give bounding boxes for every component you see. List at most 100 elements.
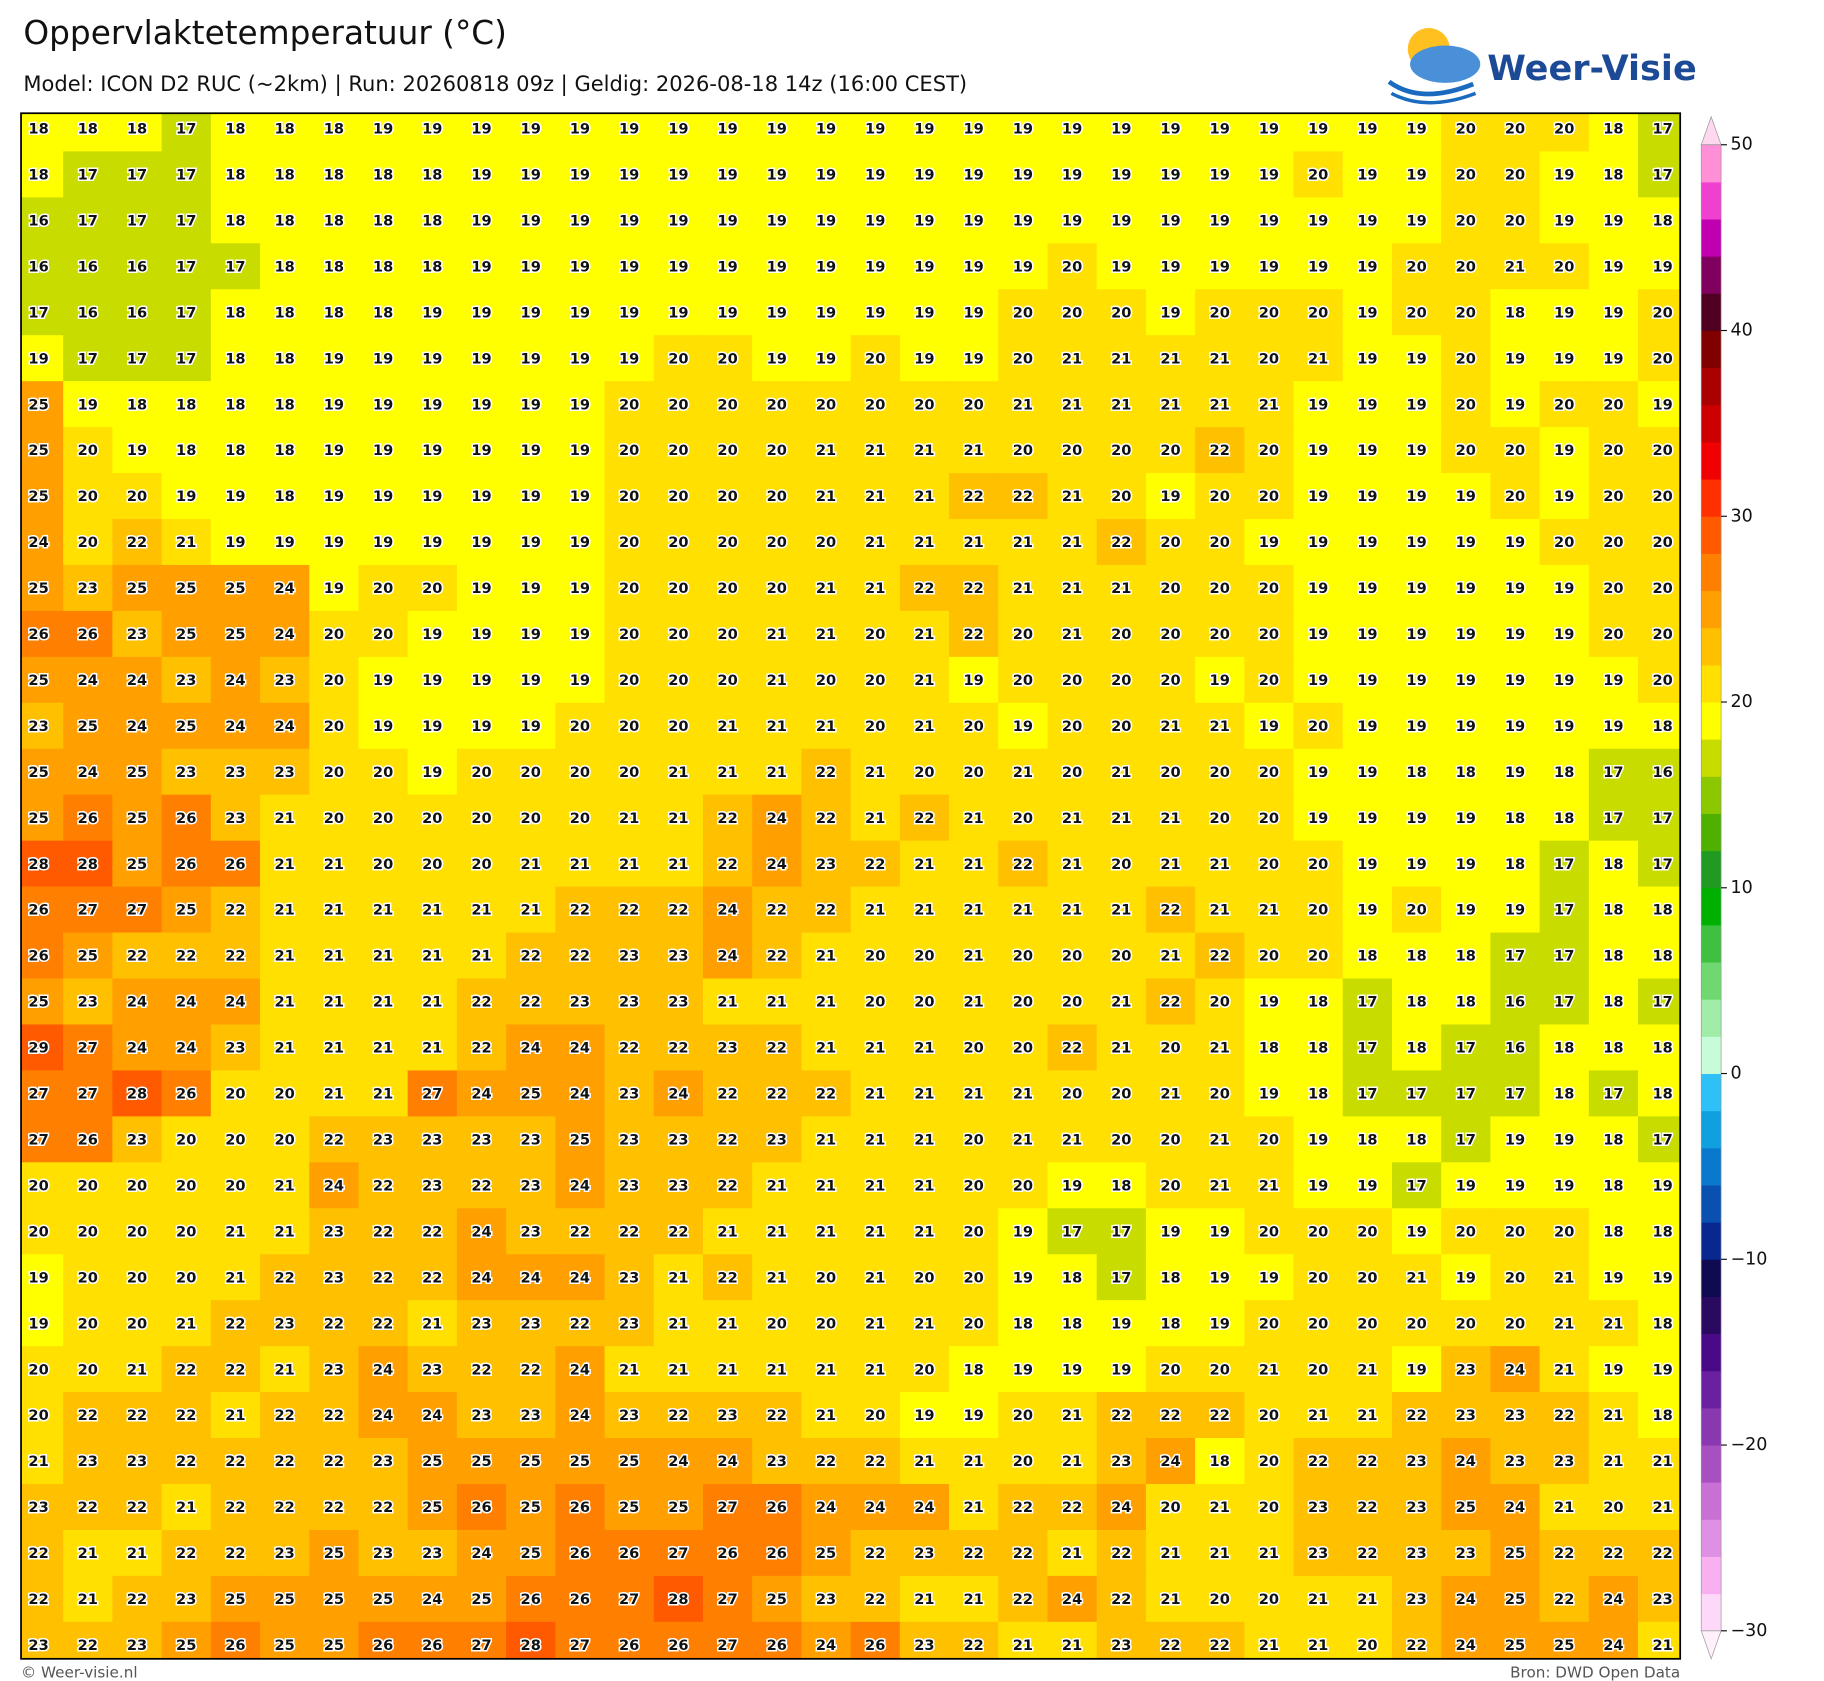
temperature-label: 18 xyxy=(1456,948,1476,965)
temperature-label: 19 xyxy=(963,212,983,229)
temperature-label: 22 xyxy=(373,1223,393,1240)
temperature-cell xyxy=(358,748,409,796)
temperature-cell xyxy=(1490,1162,1541,1209)
temperature-cell xyxy=(850,1024,901,1072)
temperature-cell xyxy=(949,610,999,658)
temperature-label: 19 xyxy=(767,350,787,367)
temperature-label: 24 xyxy=(1456,1637,1476,1654)
temperature-label: 20 xyxy=(1210,304,1230,321)
temperature-label: 20 xyxy=(619,396,639,413)
colorbar-band xyxy=(1701,1296,1722,1335)
temperature-cell xyxy=(752,564,803,612)
temperature-cell xyxy=(1244,518,1295,566)
temperature-cell xyxy=(1244,473,1295,520)
temperature-label: 21 xyxy=(1308,1637,1328,1654)
temperature-label: 21 xyxy=(963,442,983,459)
temperature-cell xyxy=(949,518,999,566)
temperature-cell xyxy=(260,381,310,428)
temperature-cell xyxy=(1638,289,1681,336)
temperature-label: 20 xyxy=(1013,948,1033,965)
temperature-cell xyxy=(1096,610,1147,658)
temperature-cell xyxy=(899,151,950,199)
temperature-label: 19 xyxy=(471,212,491,229)
temperature-label: 23 xyxy=(1456,1545,1476,1562)
temperature-label: 25 xyxy=(28,442,48,459)
temperature-label: 21 xyxy=(767,1223,787,1240)
temperature-label: 22 xyxy=(225,1453,245,1470)
temperature-label: 23 xyxy=(422,1132,442,1149)
temperature-label: 20 xyxy=(1259,488,1279,505)
temperature-cell xyxy=(407,197,458,244)
temperature-label: 21 xyxy=(1357,1361,1377,1378)
temperature-cell xyxy=(653,151,704,199)
temperature-label: 19 xyxy=(1308,212,1328,229)
temperature-cell xyxy=(1490,564,1541,612)
temperature-cell xyxy=(309,1070,360,1118)
temperature-cell xyxy=(1342,335,1393,382)
temperature-label: 21 xyxy=(668,1315,688,1332)
temperature-cell xyxy=(1293,932,1344,980)
temperature-label: 18 xyxy=(1308,994,1328,1011)
temperature-label: 24 xyxy=(176,994,196,1011)
temperature-cell xyxy=(260,932,310,980)
temperature-cell xyxy=(21,1208,64,1255)
temperature-label: 20 xyxy=(668,442,688,459)
temperature-cell xyxy=(1293,748,1344,796)
temperature-cell xyxy=(309,610,360,658)
temperature-cell xyxy=(899,1024,950,1072)
temperature-cell xyxy=(309,1024,360,1072)
temperature-cell xyxy=(21,335,64,382)
temperature-label: 21 xyxy=(1554,1315,1574,1332)
temperature-cell xyxy=(260,427,310,474)
colorbar-band xyxy=(1701,702,1722,740)
temperature-label: 22 xyxy=(963,626,983,643)
temperature-label: 20 xyxy=(1456,442,1476,459)
temperature-label: 24 xyxy=(570,1086,590,1103)
colorbar-band xyxy=(1701,1184,1722,1223)
temperature-label: 20 xyxy=(1652,304,1672,321)
temperature-label: 21 xyxy=(963,1499,983,1516)
temperature-cell xyxy=(161,381,212,428)
temperature-label: 23 xyxy=(78,994,98,1011)
temperature-label: 19 xyxy=(324,580,344,597)
colorbar-band xyxy=(1701,1036,1722,1075)
temperature-label: 25 xyxy=(373,1591,393,1608)
temperature-cell xyxy=(1342,794,1393,842)
temperature-label: 19 xyxy=(1210,672,1230,689)
temperature-cell xyxy=(1539,1162,1590,1209)
temperature-cell xyxy=(1342,1024,1393,1072)
temperature-label: 19 xyxy=(176,488,196,505)
temperature-cell xyxy=(998,381,1049,428)
temperature-label: 17 xyxy=(225,258,245,275)
temperature-label: 21 xyxy=(914,902,934,919)
temperature-cell xyxy=(752,151,803,199)
temperature-label: 20 xyxy=(1456,396,1476,413)
temperature-cell xyxy=(210,564,261,612)
temperature-cell xyxy=(1342,886,1393,934)
temperature-label: 20 xyxy=(1160,626,1180,643)
temperature-cell xyxy=(850,886,901,934)
temperature-cell xyxy=(1096,151,1147,199)
temperature-label: 22 xyxy=(176,1545,196,1562)
temperature-label: 18 xyxy=(1406,764,1426,781)
temperature-cell xyxy=(604,840,655,888)
temperature-label: 19 xyxy=(422,672,442,689)
temperature-label: 19 xyxy=(1603,304,1623,321)
temperature-label: 25 xyxy=(176,626,196,643)
temperature-cell xyxy=(998,1116,1049,1164)
temperature-label: 21 xyxy=(1308,1591,1328,1608)
temperature-label: 20 xyxy=(1308,1223,1328,1240)
temperature-label: 18 xyxy=(1357,1132,1377,1149)
temperature-cell xyxy=(1391,151,1442,199)
colorbar-band xyxy=(1701,553,1722,592)
temperature-label: 20 xyxy=(1160,534,1180,551)
temperature-cell xyxy=(653,381,704,428)
temperature-cell xyxy=(1293,289,1344,336)
temperature-label: 19 xyxy=(1652,258,1672,275)
temperature-label: 19 xyxy=(914,258,934,275)
colorbar-band xyxy=(1701,330,1722,369)
temperature-label: 24 xyxy=(717,902,737,919)
temperature-label: 20 xyxy=(78,1223,98,1240)
temperature-label: 19 xyxy=(570,580,590,597)
temperature-cell xyxy=(506,564,557,612)
